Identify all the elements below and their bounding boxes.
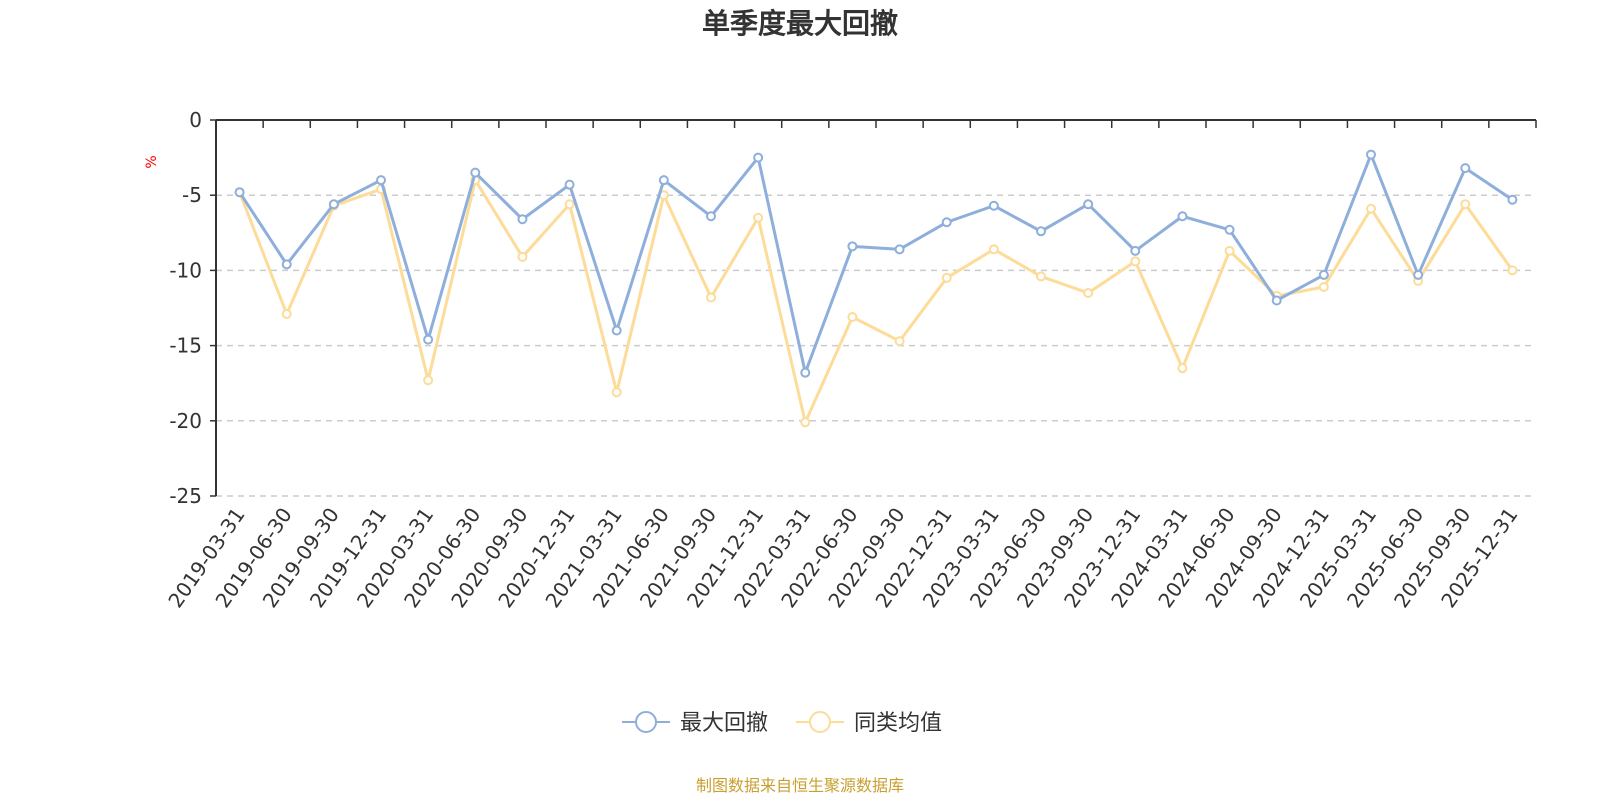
data-point[interactable] [423,334,434,345]
data-point[interactable] [1413,269,1424,280]
chart-title: 单季度最大回撤 [702,7,898,40]
data-point[interactable] [1224,224,1235,235]
data-point[interactable] [470,167,481,178]
data-point[interactable] [988,200,999,211]
data-point[interactable] [281,309,292,320]
y-tick-label: -20 [169,409,202,433]
data-point[interactable] [658,175,669,186]
data-point[interactable] [1083,287,1094,298]
data-point[interactable] [1507,265,1518,276]
data-point[interactable] [281,259,292,270]
data-point[interactable] [941,217,952,228]
data-point[interactable] [753,212,764,223]
data-point[interactable] [611,325,622,336]
data-point[interactable] [1130,245,1141,256]
data-point[interactable] [423,375,434,386]
data-point[interactable] [376,175,386,186]
data-point[interactable] [894,336,905,347]
data-point[interactable] [847,312,858,323]
data-point[interactable] [517,251,528,262]
data-point[interactable] [1366,149,1376,160]
data-point[interactable] [1460,199,1471,210]
data-point[interactable] [564,199,575,210]
data-point[interactable] [1271,295,1282,306]
data-point[interactable] [328,199,339,210]
data-point[interactable] [706,292,716,303]
data-point[interactable] [1036,271,1046,282]
series-line [238,153,1514,375]
series-line [238,178,1514,424]
legend-marker-icon [809,711,831,733]
data-point[interactable] [800,417,811,428]
legend-label: 同类均值 [854,711,942,736]
data-point[interactable] [706,211,716,222]
data-point[interactable] [753,152,764,163]
data-point[interactable] [1460,163,1471,174]
legend[interactable]: 最大回撤 同类均值 [622,711,942,736]
data-point[interactable] [941,272,952,283]
y-tick-label: -15 [169,334,202,358]
data-point[interactable] [1177,211,1188,222]
data-point[interactable] [1130,256,1141,267]
data-point[interactable] [1318,281,1329,292]
data-point[interactable] [894,244,905,255]
data-point[interactable] [1083,199,1094,210]
data-point[interactable] [611,387,622,398]
data-point[interactable] [517,214,528,225]
legend-item[interactable]: 最大回撤 [622,711,768,736]
series-lines [234,149,1518,428]
data-point[interactable] [1507,194,1518,205]
data-point[interactable] [564,179,575,190]
data-point[interactable] [1177,363,1188,374]
series-group [234,149,1518,378]
y-axis-ticks: 0 -5 -10 -15 -20 -25 [169,108,216,508]
data-point[interactable] [234,187,245,198]
y-tick-label: -10 [169,258,202,282]
y-tick-label: 0 [189,108,202,132]
data-point[interactable] [1224,245,1235,256]
legend-item[interactable]: 同类均值 [796,711,942,736]
data-point[interactable] [1318,269,1329,280]
data-point[interactable] [988,244,999,255]
data-source-note: 制图数据来自恒生聚源数据库 [696,776,904,795]
axes [215,119,1536,496]
series-group [234,175,1518,428]
legend-marker-icon [635,711,657,733]
data-point[interactable] [1036,226,1046,237]
y-axis-unit: % [144,155,160,168]
y-tick-label: -5 [182,183,202,207]
data-point[interactable] [847,241,858,252]
legend-label: 最大回撤 [680,711,768,736]
data-point[interactable] [800,367,811,378]
data-point[interactable] [1366,203,1376,214]
y-tick-label: -25 [169,484,202,508]
